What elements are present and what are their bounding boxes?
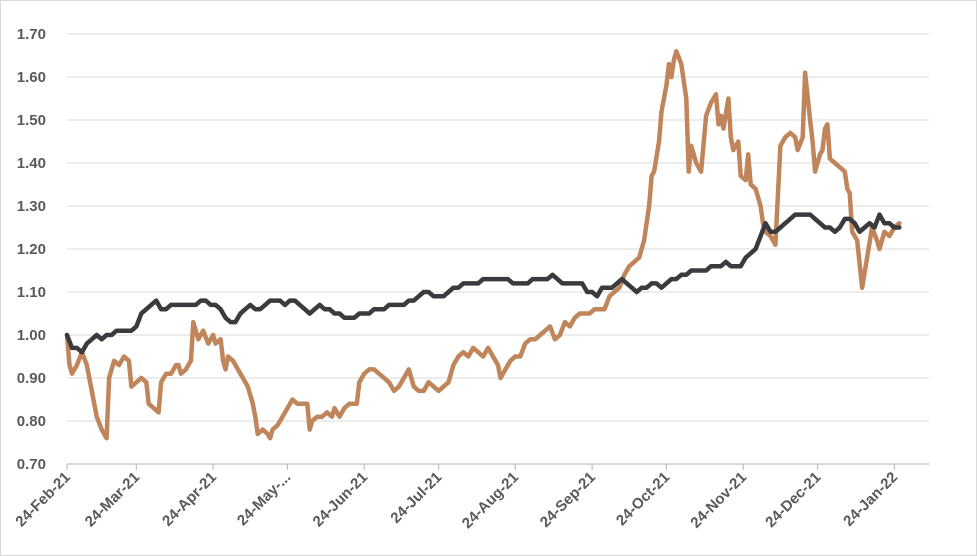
y-tick-label: 1.70: [17, 26, 46, 43]
x-tick-label: 24-May-...: [234, 469, 294, 529]
series-lines: [64, 48, 902, 441]
y-axis-tick-labels: 0.70 0.80 0.90 1.00 1.10 1.20 1.30 1.40 1.50 1.60…: [17, 26, 46, 473]
y-tick-label: 1.10: [17, 284, 46, 301]
x-tick-label: 24-Mar-21: [82, 469, 144, 531]
y-tick-label: 0.70: [17, 456, 46, 473]
y-tick-label: 1.50: [17, 112, 46, 129]
x-tick-label: 24-Sep-21: [537, 469, 599, 531]
y-tick-label: 0.80: [17, 413, 46, 430]
x-axis: [66, 463, 929, 470]
x-tick-label: 24-Feb-21: [12, 469, 74, 531]
y-tick-label: 1.60: [17, 69, 46, 86]
y-tick-label: 1.20: [17, 241, 46, 258]
gridlines: [67, 33, 929, 422]
x-tick-label: 24-Jan-22: [840, 469, 901, 530]
y-tick-label: 0.90: [17, 370, 46, 387]
x-tick-label: 24-Oct-21: [613, 469, 673, 529]
y-tick-label: 1.40: [17, 155, 46, 172]
series-line-2: [64, 212, 902, 355]
x-axis-tick-labels: 24-Feb-21 24-Mar-21 24-Apr-21 24-May-... 24-…: [12, 469, 901, 532]
x-tick-label: 24-Apr-21: [159, 469, 220, 530]
y-tick-label: 1.30: [17, 198, 46, 215]
x-tick-label: 24-Nov-21: [687, 469, 750, 532]
series-line-1: [64, 48, 902, 441]
x-tick-label: 24-Jul-21: [387, 469, 445, 527]
y-tick-label: 1.00: [17, 327, 46, 344]
x-tick-label: 24-Jun-21: [310, 469, 372, 531]
x-tick-label: 24-Aug-21: [459, 469, 522, 532]
x-tick-label: 24-Dec-21: [762, 469, 824, 531]
